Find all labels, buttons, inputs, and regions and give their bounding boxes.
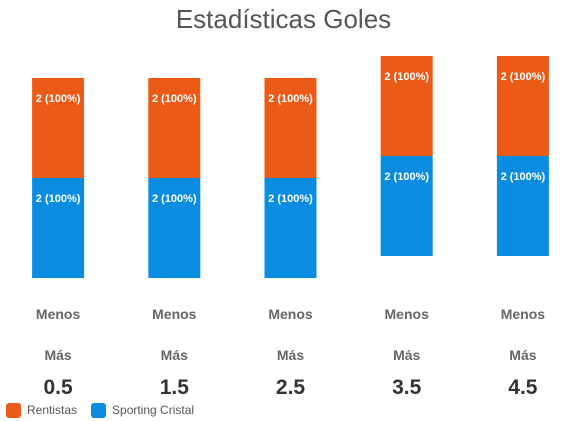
legend: Rentistas Sporting Cristal: [6, 401, 208, 419]
legend-swatch-rentistas: [6, 402, 21, 418]
bar-rentistas-3[interactable]: [380, 56, 433, 156]
bar-label-sporting-cristal-4: 2 (100%): [501, 171, 546, 183]
bar-label-sporting-cristal-2: 2 (100%): [268, 193, 313, 205]
tick-label-under-2: Menos: [268, 306, 313, 322]
tick-label-over-2: Más: [277, 347, 304, 363]
bar-sporting-cristal-3[interactable]: [380, 156, 433, 256]
bar-rentistas-2[interactable]: [264, 78, 317, 178]
bar-label-rentistas-4: 2 (100%): [501, 71, 546, 83]
bar-sporting-cristal-4[interactable]: [496, 156, 549, 256]
tick-label-over-3: Más: [393, 347, 420, 363]
bar-label-rentistas-2: 2 (100%): [268, 93, 313, 105]
legend-label-rentistas: Rentistas: [27, 403, 78, 417]
tick-label-value-2: 2.5: [276, 376, 306, 399]
bar-label-sporting-cristal-1: 2 (100%): [152, 193, 197, 205]
bar-label-rentistas-0: 2 (100%): [36, 93, 81, 105]
tick-label-value-4: 4.5: [508, 376, 538, 399]
bar-sporting-cristal-0[interactable]: [32, 178, 85, 278]
tick-label-under-1: Menos: [152, 306, 197, 322]
bar-rentistas-1[interactable]: [148, 78, 201, 178]
legend-item-sporting-cristal[interactable]: Sporting Cristal: [91, 402, 195, 418]
bar-label-sporting-cristal-0: 2 (100%): [36, 193, 81, 205]
bar-rentistas-4[interactable]: [496, 56, 549, 156]
legend-swatch-sporting-cristal: [91, 402, 107, 418]
tick-label-value-0: 0.5: [43, 376, 73, 399]
plot-area: 2 (100%) 2 (100%) Menos Más 0.5 2 (100%) 2 (10…: [32, 56, 549, 399]
tick-label-under-4: Menos: [501, 306, 546, 322]
legend-label-sporting-cristal: Sporting Cristal: [112, 403, 195, 417]
tick-label-value-1: 1.5: [160, 376, 190, 399]
bar-rentistas-0[interactable]: [32, 78, 85, 178]
tick-label-under-0: Menos: [36, 306, 81, 322]
bar-sporting-cristal-2[interactable]: [264, 178, 317, 278]
tick-label-value-3: 3.5: [392, 376, 422, 399]
bar-sporting-cristal-1[interactable]: [148, 178, 201, 278]
tick-label-under-3: Menos: [385, 306, 430, 322]
tick-label-over-0: Más: [44, 347, 71, 363]
tick-label-over-4: Más: [509, 347, 536, 363]
bar-label-sporting-cristal-3: 2 (100%): [384, 171, 429, 183]
legend-item-rentistas[interactable]: Rentistas: [6, 402, 78, 418]
tick-label-over-1: Más: [161, 347, 188, 363]
chart-title: Estadísticas Goles: [175, 4, 392, 34]
bar-label-rentistas-1: 2 (100%): [152, 93, 197, 105]
bar-label-rentistas-3: 2 (100%): [384, 71, 429, 83]
